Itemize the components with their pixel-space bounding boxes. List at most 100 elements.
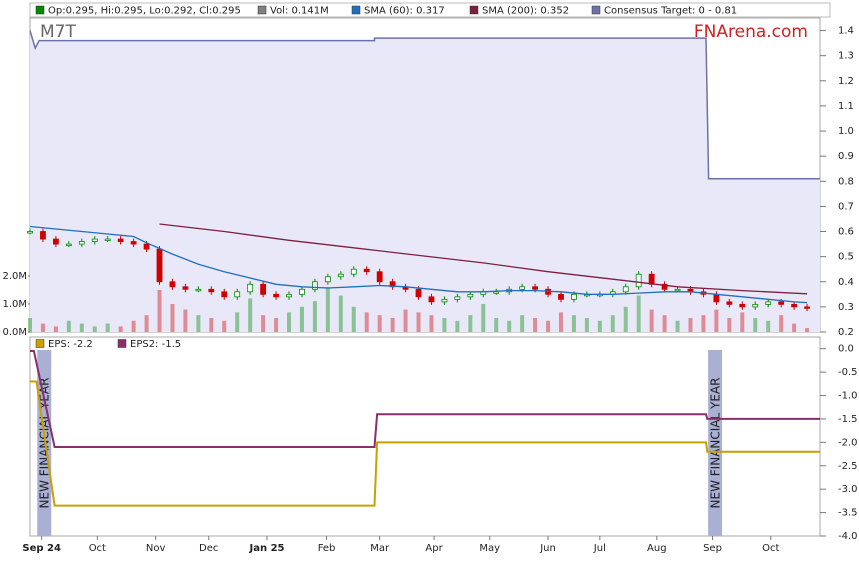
tick-label: 0.0M xyxy=(2,327,27,338)
candle xyxy=(182,286,189,290)
tick-label: 1.2 xyxy=(838,76,854,87)
x-tick-label: Jan 25 xyxy=(249,543,285,554)
candle xyxy=(739,303,746,308)
legend-swatch xyxy=(351,5,361,15)
volume-bar xyxy=(416,312,421,332)
financial-year-band xyxy=(37,350,52,536)
symbol: M7T xyxy=(40,22,76,42)
tick-label: 0.0 xyxy=(838,344,854,355)
legend-swatch xyxy=(257,5,267,15)
candle xyxy=(286,293,292,298)
candle xyxy=(104,238,111,241)
candle xyxy=(778,301,785,305)
volume-bar xyxy=(183,309,188,332)
candle xyxy=(558,293,564,300)
volume-bar xyxy=(766,320,771,332)
eps-line xyxy=(30,350,820,448)
volume-bar xyxy=(92,326,97,332)
candle xyxy=(169,281,176,288)
legend-swatch xyxy=(35,5,45,15)
eps-panel xyxy=(29,336,821,537)
volume-bar xyxy=(105,323,110,332)
volume-bar xyxy=(274,317,279,332)
volume-bar xyxy=(597,320,602,332)
sma-line xyxy=(29,225,808,304)
eps-line xyxy=(30,380,820,507)
volume-bar xyxy=(170,303,175,332)
volume-bar xyxy=(805,328,810,332)
tick-label: -3.5 xyxy=(838,508,858,519)
volume-bar xyxy=(649,309,654,332)
volume-bar xyxy=(235,312,240,332)
candle xyxy=(571,293,577,300)
x-tick-label: Oct xyxy=(762,543,779,554)
tick-label: 2.0M xyxy=(2,271,27,282)
volume-bar xyxy=(623,306,628,332)
x-tick-label: Mar xyxy=(370,543,390,554)
tick-label: 0.9 xyxy=(838,151,854,162)
volume-bar xyxy=(325,287,330,332)
legend-label: EPS2: -1.5 xyxy=(130,339,181,350)
candle xyxy=(648,273,655,285)
x-tick-label: Jun xyxy=(539,543,556,554)
volume-bar xyxy=(481,303,486,332)
volume-bar xyxy=(403,309,408,332)
x-tick-label: Sep 24 xyxy=(22,543,61,554)
x-tick-label: Oct xyxy=(89,543,106,554)
volume-bar xyxy=(675,320,680,332)
volume-bar xyxy=(753,317,758,332)
volume-bar xyxy=(468,315,473,332)
volume-bar xyxy=(351,306,356,332)
candle xyxy=(40,231,46,240)
tick-label: -0.5 xyxy=(838,367,858,378)
legend-label: SMA (200): 0.352 xyxy=(482,6,569,17)
volume-bar xyxy=(222,320,227,332)
volume-bar xyxy=(157,289,162,332)
volume-bar xyxy=(727,317,732,332)
candle xyxy=(635,273,642,288)
tick-label: -4.0 xyxy=(838,531,858,542)
tick-label: -1.0 xyxy=(838,391,858,402)
tick-label: 0.8 xyxy=(838,176,854,187)
candle xyxy=(195,288,202,292)
candle xyxy=(130,241,137,245)
candle xyxy=(519,286,526,290)
candle xyxy=(78,241,85,245)
volume-bar xyxy=(662,315,667,332)
financial-year-label: NEW FINANCIAL YEAR xyxy=(709,378,723,509)
volume-bar xyxy=(28,317,32,332)
volume-bar xyxy=(79,323,84,332)
volume-bar xyxy=(196,315,201,332)
volume-bar xyxy=(533,317,538,332)
tick-label: 0.3 xyxy=(838,302,854,313)
volume-bar xyxy=(299,306,304,332)
candle xyxy=(234,291,241,298)
candle xyxy=(65,243,72,246)
candle xyxy=(221,291,228,298)
candle xyxy=(91,238,98,242)
volume-bar xyxy=(507,320,512,332)
candle xyxy=(376,271,383,283)
candle xyxy=(804,306,810,309)
candle xyxy=(208,288,215,293)
volume-bar xyxy=(248,298,253,332)
tick-label: -1.5 xyxy=(838,414,858,425)
volume-bar xyxy=(261,315,266,332)
volume-bar xyxy=(546,320,551,332)
volume-bar xyxy=(558,312,563,332)
tick-label: 0.5 xyxy=(838,252,854,263)
x-tick-label: May xyxy=(479,543,500,554)
candle xyxy=(273,293,279,298)
candle xyxy=(260,283,267,295)
sma-line xyxy=(159,223,808,295)
tick-label: -2.0 xyxy=(838,437,858,448)
candle xyxy=(493,291,500,294)
legend-label: Op:0.295, Hi:0.295, Lo:0.292, Cl:0.295 xyxy=(48,6,241,17)
volume-bar xyxy=(338,295,343,332)
candle xyxy=(532,286,538,290)
volume-bar xyxy=(740,312,745,332)
watermark: FNArena.com xyxy=(694,22,808,42)
volume-bar xyxy=(312,301,317,332)
tick-label: 0.7 xyxy=(838,201,854,212)
